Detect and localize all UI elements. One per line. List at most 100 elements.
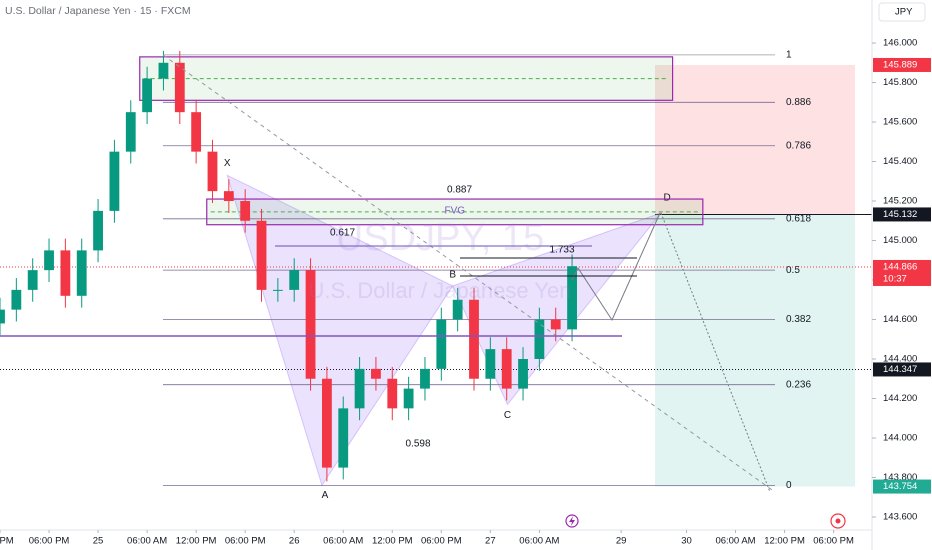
price-badge (873, 259, 931, 286)
candle-body (567, 266, 577, 330)
candle-body (223, 191, 234, 202)
y-tick-label: 145.800 (883, 77, 917, 88)
lightning-icon[interactable] (565, 514, 579, 528)
x-tick-label: 00 PM (0, 536, 14, 547)
ratio-label: 0.887 (447, 185, 472, 196)
x-tick-label: 25 (93, 536, 104, 547)
y-tick-label: 145.600 (883, 117, 917, 128)
pattern-label: C (504, 410, 511, 421)
x-tick-label: 06:00 PM (813, 536, 854, 547)
candle-body (452, 299, 463, 320)
candle-body (403, 388, 414, 409)
candle-body (338, 408, 349, 468)
candle-body (436, 319, 447, 369)
candle-body (207, 151, 218, 192)
target-dot (835, 518, 841, 524)
x-tick-label: 06:00 AM (715, 536, 755, 547)
candle-body (534, 319, 545, 359)
chart-title: U.S. Dollar / Japanese Yen · 15 · FXCM (5, 5, 191, 17)
candle-body (191, 112, 202, 152)
candle-body (501, 349, 512, 389)
x-tick-label: 06:00 AM (519, 536, 559, 547)
pattern-label: D (664, 193, 671, 204)
currency-button[interactable] (878, 2, 926, 22)
candle-body (174, 62, 185, 113)
candle-body (256, 220, 267, 290)
x-tick-label: 12:00 PM (764, 536, 805, 547)
ratio-label: 0.617 (330, 228, 355, 239)
fib-label: 0.618 (786, 213, 811, 224)
lightning-glyph (569, 516, 575, 526)
x-tick-label: 12:00 PM (372, 536, 413, 547)
x-tick-label: 27 (485, 536, 496, 547)
pattern-label: X (224, 158, 231, 169)
pattern-label: A (322, 490, 329, 501)
axes: 146.000 145.800 145.600 145.400 145.200 145.0… (0, 38, 931, 547)
candle-body (387, 378, 398, 409)
fib-label: 0.236 (786, 379, 811, 390)
price-badge-label: 144.347 (883, 364, 917, 375)
candle-body (485, 349, 496, 379)
candle-body (125, 112, 136, 152)
target-icon[interactable] (830, 513, 846, 529)
y-tick-label: 145.200 (883, 196, 917, 207)
y-tick-label: 144.600 (883, 314, 917, 325)
price-badge (873, 362, 931, 377)
candle-body (240, 201, 251, 221)
stop-zone (655, 64, 855, 215)
candle-body (321, 378, 332, 468)
candle-body (289, 270, 300, 290)
price-badge-label: 145.889 (883, 59, 917, 70)
x-tick-label: 29 (616, 536, 627, 547)
price-badge-label: 143.754 (883, 481, 917, 492)
candles (0, 50, 577, 482)
x-tick-label: 06:00 AM (127, 536, 167, 547)
candle-body (420, 368, 430, 389)
candle-body (44, 250, 54, 271)
candle-body (305, 270, 316, 379)
y-tick-label: 143.600 (883, 511, 917, 522)
candle-body (371, 368, 381, 379)
ratio-label: 1.733 (549, 245, 574, 256)
candle-body (60, 250, 71, 296)
fib-label: 0.786 (786, 140, 811, 151)
x-tick-label: 06:00 PM (29, 536, 70, 547)
y-tick-label: 145.000 (883, 235, 917, 246)
price-badge (873, 207, 931, 222)
ratio-label: 0.598 (405, 439, 430, 450)
candle-body (27, 270, 38, 290)
candle-body (0, 309, 5, 324)
fib-label: 0.886 (786, 97, 811, 108)
y-tick-label: 144.200 (883, 393, 917, 404)
candle-body (76, 250, 87, 296)
candle-body (550, 319, 561, 330)
countdown: 10:37 (883, 273, 907, 284)
candle-body (11, 289, 22, 310)
candle-body (518, 358, 528, 389)
currency[interactable]: JPY (895, 7, 913, 18)
fib-label: 1 (786, 50, 792, 61)
projection-zigzag (571, 212, 661, 322)
y-tick-label: 145.400 (883, 156, 917, 167)
candle-body (158, 62, 169, 79)
fib-label: 0.5 (786, 265, 800, 276)
projection (660, 212, 771, 493)
x-tick-label: 06:00 PM (421, 536, 462, 547)
price-badge-label: 145.132 (883, 209, 917, 220)
x-tick-label: 30 (681, 536, 692, 547)
y-tick-label: 144.000 (883, 432, 917, 443)
x-tick-label: 12:00 PM (176, 536, 217, 547)
candle-body (93, 210, 103, 251)
fib-label: 0 (786, 480, 792, 491)
watermark-subtitle: U.S. Dollar / Japanese Yen (309, 278, 572, 303)
price-badge-label: 144.866 (883, 261, 917, 272)
x-tick-label: 06:00 PM (225, 536, 266, 547)
pattern-label: B (449, 270, 456, 281)
y-tick-label: 144.400 (883, 354, 917, 365)
candle-body (272, 289, 283, 291)
candle-body (109, 151, 120, 211)
fib-label: 0.382 (786, 314, 811, 325)
y-tick-label: 143.800 (883, 472, 917, 483)
